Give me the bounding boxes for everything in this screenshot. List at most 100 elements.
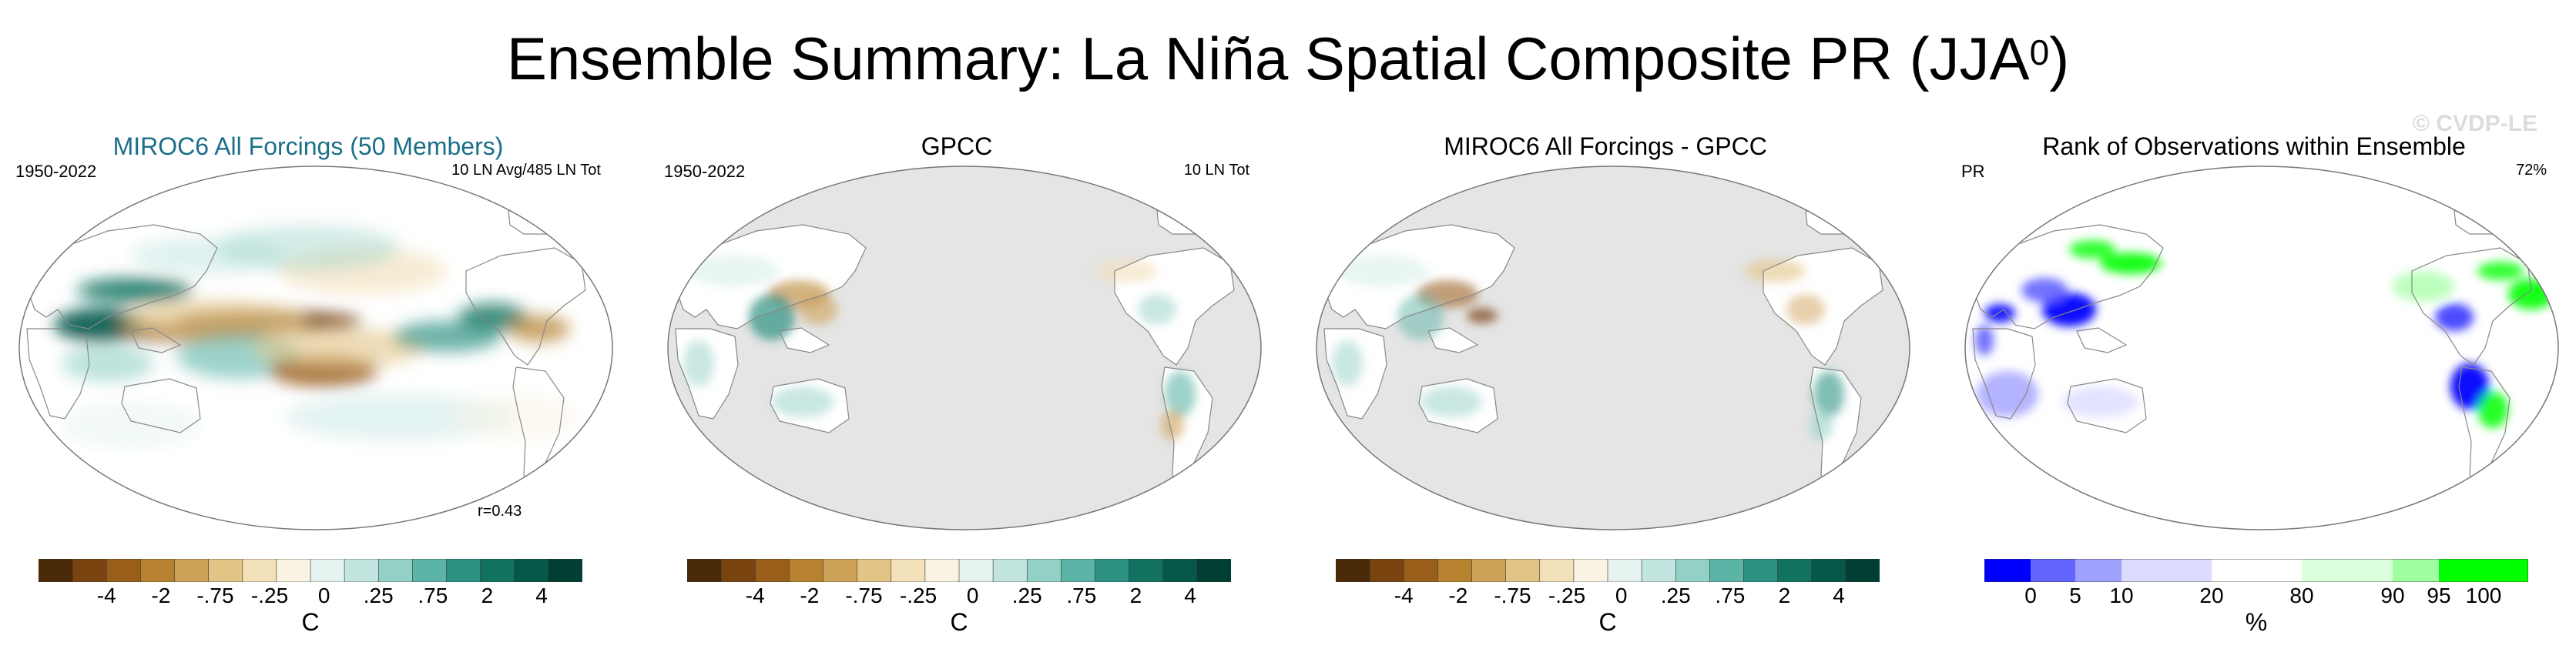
colorbar-box bbox=[446, 559, 481, 582]
colorbar-box bbox=[1162, 559, 1198, 582]
colorbar-tick-label: 2 bbox=[1778, 584, 1791, 607]
coastline bbox=[130, 327, 182, 353]
anomaly-patch bbox=[508, 315, 570, 343]
panel-obs: GPCC 1950-2022 10 LN Tot -4 -2 -.75 -.25 0 .2… bbox=[649, 115, 1265, 639]
colorbar bbox=[39, 559, 582, 582]
anomaly-patch bbox=[2508, 279, 2554, 309]
colorbar-box bbox=[789, 559, 824, 582]
anomaly-patch bbox=[799, 294, 837, 325]
coastline bbox=[2076, 327, 2128, 353]
colorbar-box bbox=[1573, 559, 1608, 582]
panel-title: MIROC6 All Forcings (50 Members) bbox=[112, 132, 504, 160]
colorbar-tick-label: 2 bbox=[481, 584, 494, 607]
colorbar-box bbox=[924, 559, 960, 582]
colorbar-box bbox=[958, 559, 994, 582]
coastline bbox=[770, 378, 850, 433]
colorbar-tick-label: 2 bbox=[1129, 584, 1142, 607]
anomaly-patch bbox=[749, 294, 795, 340]
colorbar-unit: C bbox=[301, 608, 320, 636]
panel-model: MIROC6 All Forcings (50 Members) 1950-20… bbox=[0, 115, 616, 639]
anomaly-patch bbox=[62, 402, 200, 448]
colorbar-unit: C bbox=[950, 608, 968, 636]
anomaly-patch bbox=[62, 345, 154, 382]
period-label: 1950-2022 bbox=[15, 162, 97, 181]
land-area bbox=[780, 328, 829, 353]
colorbar-box bbox=[310, 559, 345, 582]
coastline bbox=[779, 327, 830, 353]
coastline bbox=[1418, 378, 1498, 433]
colorbar-box bbox=[1641, 559, 1677, 582]
anomaly-patch bbox=[2450, 363, 2489, 410]
colorbar-tick-label: .75 bbox=[1715, 584, 1746, 607]
colorbar-box bbox=[2122, 559, 2212, 582]
colorbar-box bbox=[72, 559, 108, 582]
anomaly-patch bbox=[1975, 325, 1994, 356]
coastline bbox=[1973, 224, 2164, 330]
coastline bbox=[1114, 247, 1235, 366]
colorbar-box bbox=[106, 559, 142, 582]
colorbar-box bbox=[1811, 559, 1846, 582]
colorbar-box bbox=[242, 559, 277, 582]
map-border bbox=[1964, 166, 2559, 530]
event-count-label: 10 LN Tot bbox=[1183, 162, 1249, 179]
colorbar-box bbox=[1471, 559, 1507, 582]
colorbar-box bbox=[377, 559, 414, 582]
colorbar-box bbox=[1709, 559, 1745, 582]
colorbar-tick-label: .75 bbox=[1066, 584, 1097, 607]
colorbar-box bbox=[2075, 559, 2122, 582]
coastline bbox=[2067, 378, 2147, 433]
anomaly-patch bbox=[1161, 410, 1184, 440]
colorbar-box bbox=[1845, 559, 1880, 582]
colorbar-tick-label: .25 bbox=[1660, 584, 1691, 607]
colorbar-ticks: -4 -2 -.75 -.25 0 .25 .75 2 4 bbox=[39, 582, 582, 613]
colorbar-box bbox=[1607, 559, 1642, 582]
anomaly-patch bbox=[1984, 304, 2015, 323]
colorbar-box bbox=[208, 559, 243, 582]
figure-title: Ensemble Summary: La Niña Spatial Compos… bbox=[506, 25, 2070, 92]
anomaly-patch bbox=[77, 278, 193, 303]
colorbar-box bbox=[39, 559, 73, 582]
coastline bbox=[675, 328, 739, 420]
colorbar-tick-label: -2 bbox=[151, 584, 171, 607]
colorbar-tick-label: .75 bbox=[418, 584, 448, 607]
anomaly-patch bbox=[393, 321, 501, 352]
anomaly-patch bbox=[123, 301, 308, 341]
colorbar-tick-label: -.25 bbox=[899, 584, 937, 607]
coastline bbox=[1323, 328, 1387, 420]
colorbar-tick-label: 90 bbox=[2380, 584, 2405, 607]
colorbar-tick-label: 4 bbox=[1184, 584, 1196, 607]
world-map bbox=[667, 166, 1262, 530]
anomaly-patch bbox=[1095, 259, 1157, 283]
colorbar-unit: % bbox=[2245, 608, 2268, 636]
colorbar-tick-label: 0 bbox=[2024, 584, 2037, 607]
colorbar-tick-label: -.25 bbox=[250, 584, 289, 607]
colorbar-box bbox=[1675, 559, 1711, 582]
coastline bbox=[2411, 247, 2532, 366]
coastline bbox=[121, 378, 201, 433]
pattern-correlation: r=0.43 bbox=[478, 503, 522, 520]
anomaly-patch bbox=[2435, 303, 2474, 331]
anomaly-patch bbox=[216, 225, 401, 271]
anomaly-patch bbox=[683, 340, 714, 386]
colorbar-box bbox=[1369, 559, 1405, 582]
colorbar-box bbox=[2302, 559, 2393, 582]
colorbar-box bbox=[514, 559, 549, 582]
colorbar-box bbox=[1061, 559, 1096, 582]
colorbar-tick-label: -4 bbox=[1394, 584, 1414, 607]
colorbar bbox=[1984, 559, 2528, 582]
colorbar-box bbox=[2212, 559, 2302, 582]
colorbar-tick-label: 80 bbox=[2289, 584, 2314, 607]
colorbar-box bbox=[2031, 559, 2075, 582]
anomaly-patch bbox=[285, 394, 516, 440]
anomaly-patch bbox=[1397, 294, 1444, 340]
cvdp-watermark: © CVDP-LE bbox=[2412, 111, 2537, 136]
anomaly-patch bbox=[1813, 371, 1844, 417]
colorbar-box bbox=[1026, 559, 1062, 582]
colorbar-ticks: 0 5 10 20 80 90 95 100 bbox=[1984, 582, 2528, 613]
colorbar-box bbox=[754, 559, 790, 582]
colorbar-box bbox=[891, 559, 926, 582]
variable-label: PR bbox=[1961, 162, 1985, 181]
colorbar-tick-label: 20 bbox=[2199, 584, 2224, 607]
period-label: 1950-2022 bbox=[664, 162, 746, 181]
colorbar bbox=[1336, 559, 1880, 582]
